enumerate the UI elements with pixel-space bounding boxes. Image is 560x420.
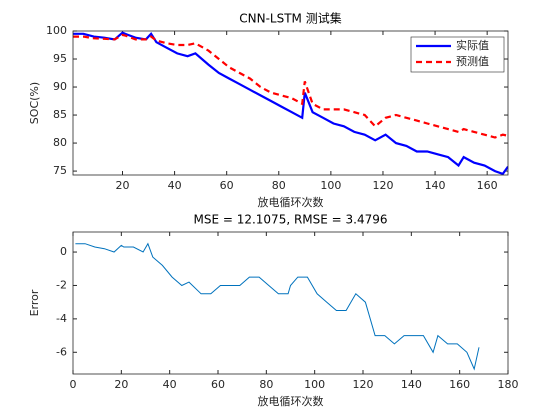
y-tick-label: -6 [56,345,67,358]
y-tick-label: 75 [53,164,67,177]
x-tick-label: 100 [320,179,341,192]
x-tick-label: 120 [372,179,393,192]
x-tick-label: 120 [353,378,374,391]
x-tick-label: 140 [401,378,422,391]
x-tick-label: 40 [168,179,182,192]
y-tick-label: 90 [53,80,67,93]
x-axis-label: 放电循环次数 [258,394,324,408]
x-tick-label: 160 [477,179,498,192]
chart-title: MSE = 12.1075, RMSE = 3.4796 [193,213,387,227]
x-tick-label: 60 [220,179,234,192]
x-tick-label: 160 [449,378,470,391]
y-tick-label: 80 [53,136,67,149]
legend-label: 预测值 [456,55,489,68]
axes-background [73,232,508,374]
series-line [75,242,480,371]
x-tick-label: 140 [425,179,446,192]
x-tick-label: 20 [115,179,129,192]
x-tick-label: 100 [304,378,325,391]
axes-box [72,231,509,375]
x-tick-label: 40 [163,378,177,391]
y-tick-label: -2 [56,278,67,291]
y-axis-label: SOC(%) [28,82,41,124]
y-tick-label: -4 [56,312,67,325]
x-tick-label: 80 [272,179,286,192]
y-tick-label: 0 [60,245,67,258]
x-tick-label: 80 [259,378,273,391]
y-tick-label: 85 [53,108,67,121]
legend-label: 实际值 [456,38,489,52]
y-tick-label: 95 [53,52,67,65]
y-axis-label: Error [28,289,41,316]
x-axis-label: 放电循环次数 [258,195,324,209]
axes-box [72,30,509,176]
y-tick-label: 100 [46,24,67,37]
legend-box [410,36,505,73]
chart-title: CNN-LSTM 测试集 [239,11,341,26]
x-tick-label: 180 [498,378,519,391]
x-tick-label: 60 [211,378,225,391]
x-tick-label: 20 [114,378,128,391]
x-tick-label: 0 [70,378,77,391]
series-line [73,33,508,139]
